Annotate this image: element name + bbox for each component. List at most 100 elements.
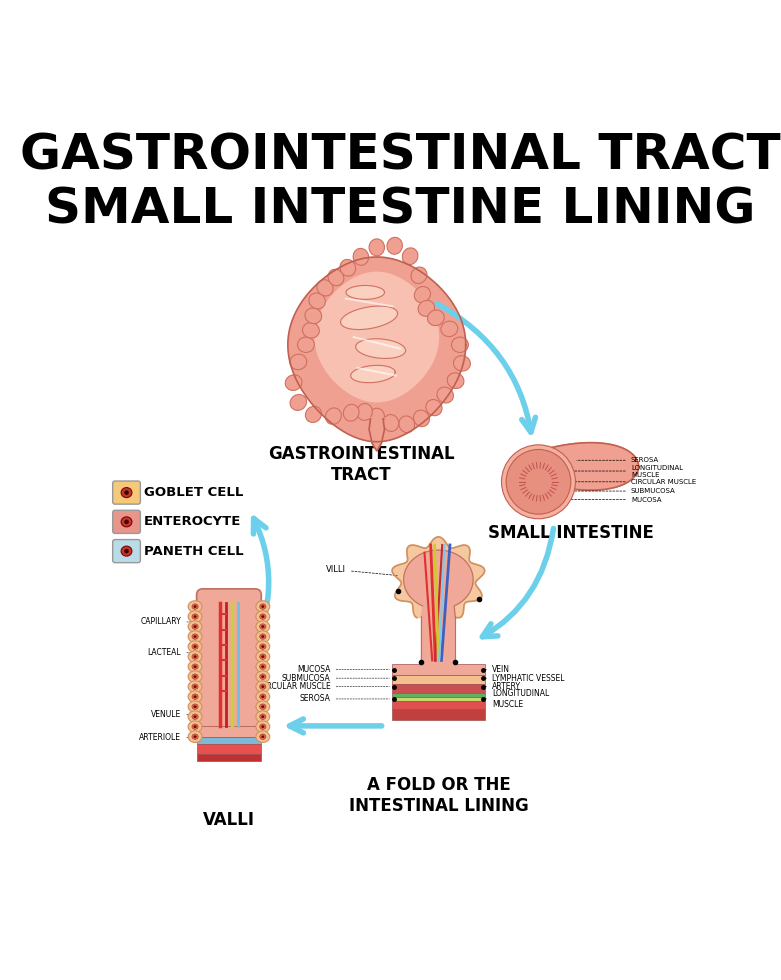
Ellipse shape (451, 337, 469, 353)
Ellipse shape (353, 248, 369, 266)
Ellipse shape (188, 701, 202, 712)
Ellipse shape (413, 410, 430, 426)
Ellipse shape (194, 706, 197, 708)
Ellipse shape (441, 321, 458, 336)
Ellipse shape (260, 654, 266, 660)
Text: GOBLET CELL: GOBLET CELL (144, 486, 244, 499)
Ellipse shape (256, 710, 269, 722)
Polygon shape (315, 271, 439, 403)
Text: GASTROINTESTINAL
TRACT: GASTROINTESTINAL TRACT (268, 445, 455, 484)
Text: ARTERIOLE: ARTERIOLE (139, 733, 198, 742)
Ellipse shape (188, 710, 202, 722)
Ellipse shape (188, 620, 202, 632)
Ellipse shape (188, 611, 202, 622)
Ellipse shape (188, 601, 202, 612)
Ellipse shape (194, 685, 197, 688)
Text: ARTERY: ARTERY (484, 682, 521, 691)
Ellipse shape (192, 714, 198, 719)
Ellipse shape (262, 735, 264, 738)
Ellipse shape (194, 675, 197, 678)
Text: MUCOSA: MUCOSA (549, 497, 662, 503)
Ellipse shape (262, 675, 264, 678)
Ellipse shape (437, 387, 454, 403)
Polygon shape (351, 366, 395, 382)
Ellipse shape (188, 721, 202, 732)
Polygon shape (341, 306, 398, 329)
Ellipse shape (262, 665, 264, 668)
Ellipse shape (188, 671, 202, 682)
Ellipse shape (194, 725, 197, 728)
Ellipse shape (531, 474, 546, 490)
Ellipse shape (256, 651, 269, 662)
Ellipse shape (387, 237, 402, 254)
Text: SUBMUCOSA: SUBMUCOSA (558, 488, 676, 494)
Ellipse shape (194, 635, 197, 638)
Ellipse shape (256, 671, 269, 682)
Ellipse shape (340, 260, 355, 276)
Ellipse shape (260, 694, 266, 700)
Ellipse shape (188, 641, 202, 653)
Text: VALLI: VALLI (203, 810, 255, 829)
Text: SEROSA: SEROSA (300, 695, 390, 704)
Ellipse shape (256, 631, 269, 642)
Ellipse shape (256, 601, 269, 612)
Ellipse shape (192, 654, 198, 660)
Ellipse shape (121, 546, 132, 556)
Ellipse shape (525, 468, 552, 496)
Text: SMALL INTESTINE: SMALL INTESTINE (488, 524, 654, 542)
Ellipse shape (317, 279, 333, 296)
Ellipse shape (256, 721, 269, 732)
Ellipse shape (192, 684, 198, 689)
Ellipse shape (260, 684, 266, 689)
Ellipse shape (260, 724, 266, 729)
Bar (392, 693, 484, 698)
Ellipse shape (256, 641, 269, 653)
Ellipse shape (402, 248, 418, 265)
Ellipse shape (192, 604, 198, 610)
Bar (392, 698, 484, 702)
Ellipse shape (188, 681, 202, 693)
Ellipse shape (188, 691, 202, 703)
Ellipse shape (357, 404, 373, 420)
Ellipse shape (256, 691, 269, 703)
Ellipse shape (260, 644, 266, 650)
FancyBboxPatch shape (197, 589, 262, 732)
FancyBboxPatch shape (112, 481, 141, 504)
Bar (392, 675, 484, 684)
Ellipse shape (328, 270, 344, 286)
Ellipse shape (188, 631, 202, 642)
Text: SUBMUCOSA: SUBMUCOSA (282, 673, 390, 683)
Ellipse shape (517, 461, 560, 504)
Ellipse shape (411, 267, 427, 283)
Bar (197, 726, 262, 737)
Bar (197, 754, 262, 761)
Ellipse shape (121, 488, 132, 498)
Text: LYMPHATIC VESSEL: LYMPHATIC VESSEL (484, 673, 565, 683)
Ellipse shape (188, 731, 202, 743)
Ellipse shape (418, 300, 434, 317)
Ellipse shape (256, 661, 269, 672)
Ellipse shape (305, 308, 322, 323)
Ellipse shape (262, 645, 264, 648)
Text: SEROSA: SEROSA (576, 458, 659, 464)
Ellipse shape (188, 651, 202, 662)
Ellipse shape (194, 606, 197, 608)
Ellipse shape (285, 374, 302, 390)
Ellipse shape (262, 685, 264, 688)
Ellipse shape (194, 735, 197, 738)
Ellipse shape (192, 634, 198, 639)
Bar (392, 664, 484, 675)
Ellipse shape (256, 681, 269, 693)
Text: VEIN: VEIN (484, 665, 510, 674)
Ellipse shape (427, 310, 444, 325)
Ellipse shape (305, 407, 322, 422)
Ellipse shape (260, 674, 266, 679)
Ellipse shape (290, 354, 307, 369)
Polygon shape (369, 417, 384, 451)
Text: CAPILLARY: CAPILLARY (141, 617, 198, 626)
Ellipse shape (298, 337, 315, 353)
Ellipse shape (262, 615, 264, 618)
Ellipse shape (262, 715, 264, 718)
Ellipse shape (192, 694, 198, 700)
Text: GASTROINTESTINAL TRACT: GASTROINTESTINAL TRACT (20, 131, 780, 179)
